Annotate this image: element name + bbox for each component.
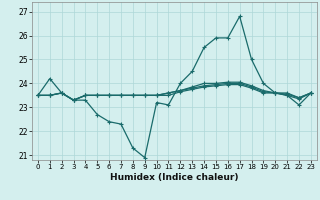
X-axis label: Humidex (Indice chaleur): Humidex (Indice chaleur) bbox=[110, 173, 239, 182]
